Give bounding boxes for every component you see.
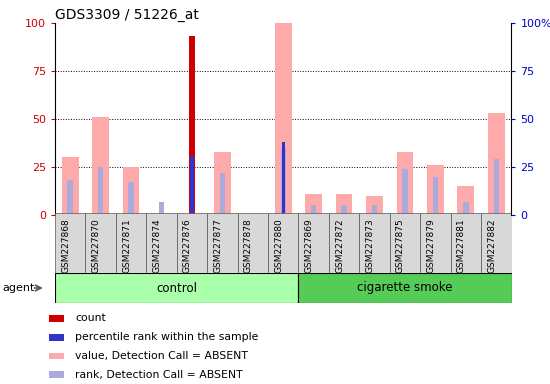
Text: GSM227868: GSM227868: [61, 218, 70, 273]
Bar: [85, 213, 116, 273]
Bar: [92, 117, 109, 215]
Bar: [366, 196, 383, 215]
Bar: [280, 148, 286, 215]
Bar: [128, 182, 134, 215]
Text: GSM227871: GSM227871: [122, 218, 131, 273]
Text: GSM227875: GSM227875: [396, 218, 405, 273]
Bar: [420, 213, 450, 273]
Bar: [458, 186, 474, 215]
Bar: [305, 194, 322, 215]
Bar: [299, 273, 512, 303]
Bar: [55, 273, 299, 303]
Bar: [189, 36, 195, 215]
Bar: [214, 152, 231, 215]
Text: GSM227873: GSM227873: [366, 218, 375, 273]
Bar: [450, 213, 481, 273]
Text: GDS3309 / 51226_at: GDS3309 / 51226_at: [55, 8, 199, 22]
Bar: [98, 167, 103, 215]
Bar: [488, 113, 505, 215]
Text: GSM227869: GSM227869: [305, 218, 314, 273]
Text: agent: agent: [3, 283, 35, 293]
Text: GSM227880: GSM227880: [274, 218, 283, 273]
Bar: [219, 173, 225, 215]
Text: count: count: [75, 313, 106, 323]
Bar: [49, 334, 64, 341]
Text: cigarette smoke: cigarette smoke: [358, 281, 453, 295]
Bar: [123, 167, 140, 215]
Bar: [282, 142, 285, 215]
Text: value, Detection Call = ABSENT: value, Detection Call = ABSENT: [75, 351, 249, 361]
Text: GSM227870: GSM227870: [92, 218, 101, 273]
Bar: [268, 213, 299, 273]
Bar: [427, 165, 444, 215]
Text: GSM227882: GSM227882: [487, 218, 496, 273]
Bar: [329, 213, 359, 273]
Bar: [190, 156, 194, 215]
Text: rank, Detection Call = ABSENT: rank, Detection Call = ABSENT: [75, 370, 243, 380]
Text: GSM227872: GSM227872: [335, 218, 344, 273]
Bar: [336, 194, 353, 215]
Bar: [372, 205, 377, 215]
Text: GSM227878: GSM227878: [244, 218, 253, 273]
Bar: [359, 213, 390, 273]
Bar: [311, 205, 316, 215]
Bar: [433, 177, 438, 215]
Bar: [402, 169, 408, 215]
Bar: [49, 353, 64, 359]
Text: GSM227874: GSM227874: [152, 218, 162, 273]
Bar: [159, 202, 164, 215]
Text: GSM227877: GSM227877: [213, 218, 222, 273]
Bar: [62, 157, 79, 215]
Bar: [493, 159, 499, 215]
Bar: [481, 213, 512, 273]
Bar: [49, 371, 64, 378]
Text: percentile rank within the sample: percentile rank within the sample: [75, 332, 259, 342]
Bar: [207, 213, 238, 273]
Bar: [55, 213, 85, 273]
Bar: [68, 180, 73, 215]
Bar: [275, 23, 292, 215]
Text: control: control: [156, 281, 197, 295]
Text: GSM227881: GSM227881: [457, 218, 466, 273]
Bar: [49, 315, 64, 322]
Bar: [342, 205, 347, 215]
Bar: [238, 213, 268, 273]
Bar: [397, 152, 414, 215]
Text: GSM227879: GSM227879: [426, 218, 436, 273]
Bar: [116, 213, 146, 273]
Text: GSM227876: GSM227876: [183, 218, 192, 273]
Bar: [146, 213, 177, 273]
Bar: [177, 213, 207, 273]
Bar: [463, 202, 469, 215]
Bar: [390, 213, 420, 273]
Bar: [299, 213, 329, 273]
